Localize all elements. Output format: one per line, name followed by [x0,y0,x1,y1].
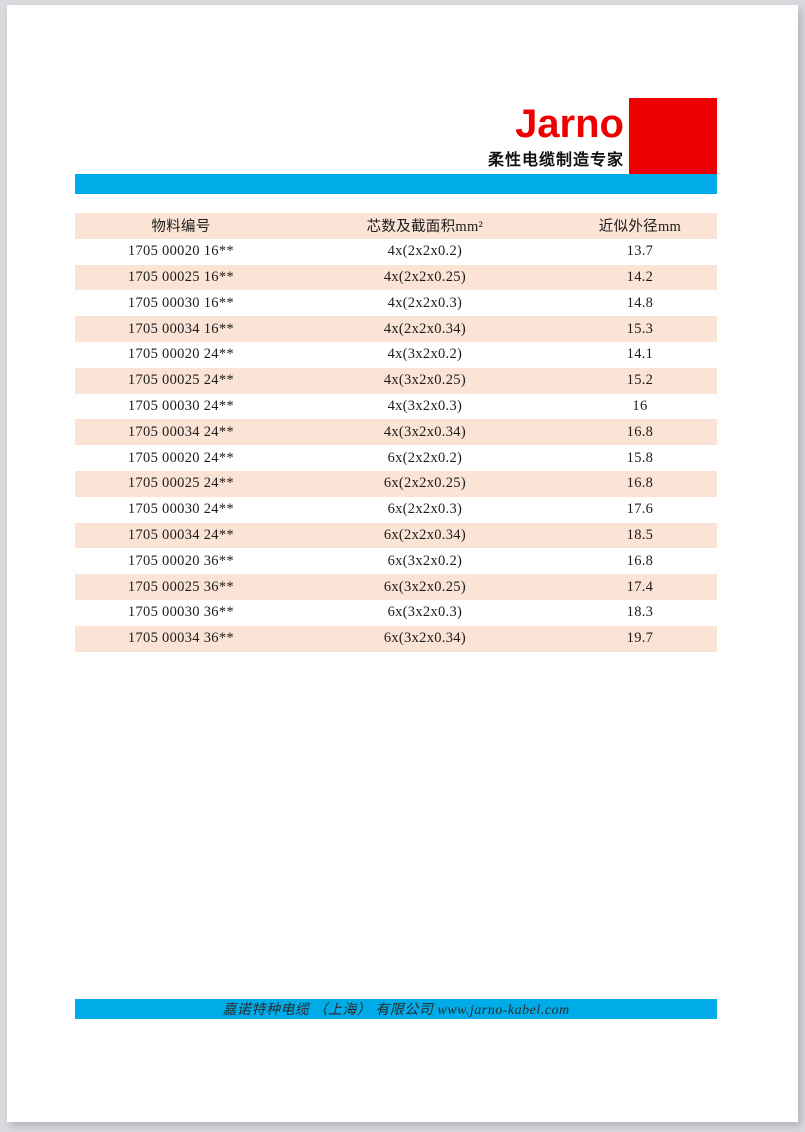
spec-table: 物料编号 芯数及截面积mm² 近似外径mm 1705 00020 16** 4x(… [75,213,717,652]
table-cell: 1705 00034 36** [127,630,234,647]
table-row: 1705 00025 24** 6x(2x2x0.25) 16.8 [75,470,717,497]
table-cell: 19.7 [626,630,654,647]
header-accent-bar [75,174,717,194]
table-cell: 1705 00020 24** [127,449,234,466]
logo-red-square [629,98,717,174]
brand-tagline: 柔性电缆制造专家 [487,152,624,169]
table-row: 1705 00020 24** 6x(2x2x0.2) 15.8 [75,445,717,471]
column-header-material-code: 物料编号 [151,219,211,236]
table-cell: 14.2 [626,268,654,285]
spec-table-body: 1705 00020 16** 4x(2x2x0.2) 13.7 1705 00025… [75,239,717,652]
table-cell: 4x(2x2x0.2) [387,243,463,260]
table-row: 1705 00020 36** 6x(3x2x0.2) 16.8 [75,548,717,574]
table-cell: 16 [632,397,648,414]
table-cell: 1705 00020 16** [127,243,234,260]
table-row: 1705 00034 24** 6x(2x2x0.34) 18.5 [75,522,717,549]
table-cell: 17.4 [626,578,654,595]
column-header-outer-diameter: 近似外径mm [598,219,682,236]
table-cell: 16.8 [626,423,654,440]
table-cell: 18.5 [626,526,654,543]
table-cell: 6x(3x2x0.3) [387,604,463,621]
table-row: 1705 00030 16** 4x(2x2x0.3) 14.8 [75,290,717,316]
table-row: 1705 00025 24** 4x(3x2x0.25) 15.2 [75,367,717,394]
table-cell: 18.3 [626,604,654,621]
table-cell: 1705 00025 16** [127,268,234,285]
table-row: 1705 00030 24** 4x(3x2x0.3) 16 [75,394,717,420]
table-cell: 16.8 [626,475,654,492]
table-cell: 1705 00025 24** [127,475,234,492]
table-cell: 4x(2x2x0.3) [387,294,463,311]
table-cell: 1705 00034 24** [127,423,234,440]
table-cell: 4x(3x2x0.3) [387,397,463,414]
table-cell: 17.6 [626,501,654,518]
brand-wordmark: Jarno [515,102,624,146]
table-cell: 6x(2x2x0.3) [387,501,463,518]
table-cell: 16.8 [626,552,654,569]
table-cell: 15.2 [626,372,654,389]
table-cell: 4x(3x2x0.25) [383,372,466,389]
footer-company-text: 嘉诺特种电缆 （上海） 有限公司 www.jarno-kabel.com [222,1003,570,1018]
table-row: 1705 00020 16** 4x(2x2x0.2) 13.7 [75,239,717,265]
table-cell: 1705 00030 24** [127,501,234,518]
table-row: 1705 00034 36** 6x(3x2x0.34) 19.7 [75,625,717,652]
table-cell: 4x(3x2x0.2) [387,346,463,363]
table-cell: 1705 00030 16** [127,294,234,311]
table-cell: 15.8 [626,449,654,466]
table-cell: 6x(3x2x0.2) [387,552,463,569]
table-cell: 4x(3x2x0.34) [383,423,466,440]
table-row: 1705 00034 24** 4x(3x2x0.34) 16.8 [75,419,717,446]
table-row: 1705 00034 16** 4x(2x2x0.34) 15.3 [75,316,717,342]
table-cell: 15.3 [626,320,654,337]
table-cell: 1705 00034 16** [127,320,234,337]
table-cell: 1705 00025 24** [127,372,234,389]
table-cell: 1705 00030 24** [127,397,234,414]
logo: Jarno 柔性电缆制造专家 [488,104,624,169]
table-cell: 6x(2x2x0.25) [383,475,466,492]
table-cell: 6x(3x2x0.34) [383,630,466,647]
table-row: 1705 00030 36** 6x(3x2x0.3) 18.3 [75,600,717,626]
table-cell: 1705 00020 24** [127,346,234,363]
table-cell: 6x(3x2x0.25) [383,578,466,595]
table-cell: 6x(2x2x0.34) [383,526,466,543]
table-cell: 6x(2x2x0.2) [387,449,463,466]
footer-bar: 嘉诺特种电缆 （上海） 有限公司 www.jarno-kabel.com [75,999,717,1019]
table-cell: 13.7 [626,243,654,260]
table-row: 1705 00030 24** 6x(2x2x0.3) 17.6 [75,497,717,523]
table-cell: 4x(2x2x0.25) [383,268,466,285]
table-cell: 14.1 [626,346,654,363]
table-cell: 1705 00034 24** [127,526,234,543]
table-header-row: 物料编号 芯数及截面积mm² 近似外径mm [75,213,717,239]
column-header-cores-section: 芯数及截面积mm² [366,219,484,236]
table-cell: 4x(2x2x0.34) [383,320,466,337]
table-row: 1705 00025 16** 4x(2x2x0.25) 14.2 [75,264,717,291]
table-cell: 1705 00030 36** [127,604,234,621]
table-cell: 14.8 [626,294,654,311]
table-row: 1705 00020 24** 4x(3x2x0.2) 14.1 [75,342,717,368]
document-page: Jarno 柔性电缆制造专家 物料编号 芯数及截面积mm² 近似外径mm 170… [7,5,798,1122]
table-cell: 1705 00025 36** [127,578,234,595]
table-cell: 1705 00020 36** [127,552,234,569]
table-row: 1705 00025 36** 6x(3x2x0.25) 17.4 [75,574,717,600]
